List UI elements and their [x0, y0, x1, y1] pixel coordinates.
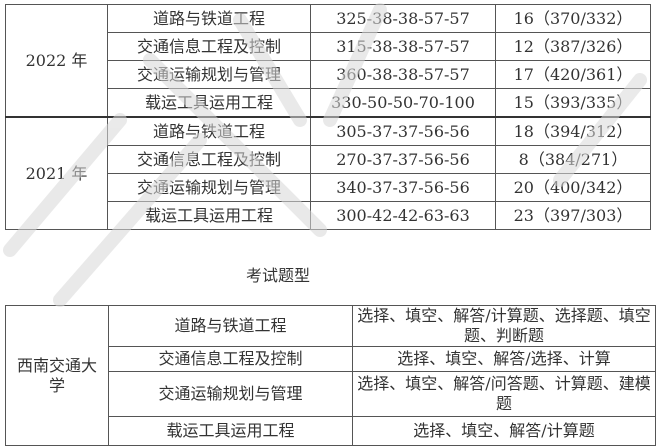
- lines-cell: 305-37-37-56-56: [310, 116, 496, 146]
- lines-cell: 360-38-38-57-57: [310, 60, 496, 89]
- year-cell: 2022 年: [5, 4, 108, 118]
- types-cell: 选择、填空、解答/计算题: [352, 416, 656, 446]
- table-row: 载运工具运用工程 选择、填空、解答/计算题: [6, 416, 656, 446]
- types-cell: 选择、填空、解答/计算题、选择题、填空题、判断题: [352, 305, 656, 347]
- school-cell: 西南交通大学: [5, 305, 109, 446]
- major-cell: 交通信息工程及控制: [108, 346, 353, 372]
- major-cell: 交通运输规划与管理: [108, 371, 353, 417]
- major-cell: 交通信息工程及控制: [107, 145, 311, 174]
- admit-cell: 16（370/332）: [495, 4, 651, 33]
- lines-cell: 315-38-38-57-57: [310, 32, 496, 61]
- major-cell: 交通运输规划与管理: [107, 60, 311, 89]
- major-cell: 交通信息工程及控制: [107, 32, 311, 61]
- table-row: 2021 年道路与铁道工程 305-37-37-56-56 18（394/312）: [5, 116, 651, 230]
- major-cell: 道路与铁道工程: [108, 305, 353, 347]
- lines-cell: 300-42-42-63-63: [310, 201, 496, 230]
- admit-cell: 12（387/326）: [495, 32, 651, 61]
- lines-cell: 325-38-38-57-57: [310, 4, 496, 33]
- admit-cell: 23（397/303）: [495, 201, 651, 230]
- major-cell: 载运工具运用工程: [107, 201, 311, 230]
- major-cell: 载运工具运用工程: [108, 416, 353, 446]
- table-row: 交通运输规划与管理 选择、填空、解答/问答题、计算题、建模题: [6, 371, 656, 417]
- types-cell: 选择、填空、解答/问答题、计算题、建模题: [352, 371, 656, 417]
- exam-types-title: 考试题型: [246, 266, 311, 285]
- major-cell: 交通运输规划与管理: [107, 173, 311, 202]
- score-line-table: 2022 年道路与铁道工程 325-38-38-57-57 16（370/332）交…: [5, 4, 651, 230]
- lines-cell: 330-50-50-70-100: [310, 88, 496, 118]
- admit-cell: 8（384/271）: [495, 145, 651, 174]
- admit-cell: 20（400/342）: [495, 173, 651, 202]
- major-cell: 载运工具运用工程: [107, 88, 311, 118]
- major-cell: 道路与铁道工程: [107, 116, 311, 146]
- admit-cell: 17（420/361）: [495, 60, 651, 89]
- year-cell: 2021 年: [5, 116, 108, 230]
- table-row: 西南交通大学 道路与铁道工程 选择、填空、解答/计算题、选择题、填空题、判断题: [5, 305, 656, 446]
- table-row: 交通信息工程及控制 选择、填空、解答/选择、计算: [6, 346, 656, 372]
- table-row: 2022 年道路与铁道工程 325-38-38-57-57 16（370/332）: [5, 4, 651, 118]
- admit-cell: 15（393/335）: [495, 88, 651, 118]
- exam-types-table: 西南交通大学 道路与铁道工程 选择、填空、解答/计算题、选择题、填空题、判断题 …: [5, 305, 656, 446]
- lines-cell: 340-37-37-56-56: [310, 173, 496, 202]
- lines-cell: 270-37-37-56-56: [310, 145, 496, 174]
- major-cell: 道路与铁道工程: [107, 4, 311, 33]
- types-cell: 选择、填空、解答/选择、计算: [352, 346, 656, 372]
- admit-cell: 18（394/312）: [495, 116, 651, 146]
